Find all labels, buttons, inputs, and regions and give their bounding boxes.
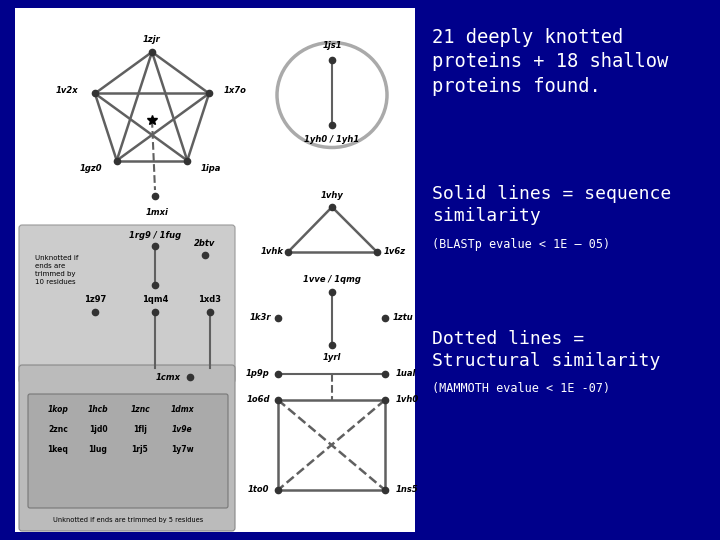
Text: 1v2x: 1v2x xyxy=(55,86,78,95)
FancyBboxPatch shape xyxy=(19,225,235,383)
Text: 1flj: 1flj xyxy=(133,426,147,435)
Text: 1kop: 1kop xyxy=(48,406,68,415)
Text: 1zjr: 1zjr xyxy=(143,36,161,44)
Text: 1mxi: 1mxi xyxy=(145,208,168,217)
FancyBboxPatch shape xyxy=(19,365,235,531)
Text: 1ns5: 1ns5 xyxy=(395,485,418,495)
Text: 1vh0: 1vh0 xyxy=(395,395,418,404)
Text: 1yh0 / 1yh1: 1yh0 / 1yh1 xyxy=(305,134,359,144)
Text: 2btv: 2btv xyxy=(194,239,216,247)
Text: 1znc: 1znc xyxy=(130,406,150,415)
Text: 21 deeply knotted
proteins + 18 shallow
proteins found.: 21 deeply knotted proteins + 18 shallow … xyxy=(432,28,668,96)
Text: 1keq: 1keq xyxy=(48,446,68,455)
Text: 1js1: 1js1 xyxy=(322,42,342,51)
Text: (BLASTp evalue < 1E – 05): (BLASTp evalue < 1E – 05) xyxy=(432,238,610,251)
Text: 1o6d: 1o6d xyxy=(246,395,270,404)
Text: Unknotted if ends are trimmed by 5 residues: Unknotted if ends are trimmed by 5 resid… xyxy=(53,517,203,523)
Text: 1x7o: 1x7o xyxy=(224,86,246,95)
Text: 1yrl: 1yrl xyxy=(323,353,341,361)
Text: 1dmx: 1dmx xyxy=(170,406,194,415)
Text: 1xd3: 1xd3 xyxy=(199,295,222,305)
Text: 1ztu: 1ztu xyxy=(392,314,413,322)
Text: 1jd0: 1jd0 xyxy=(89,426,107,435)
Text: 1qm4: 1qm4 xyxy=(142,295,168,305)
Text: 1to0: 1to0 xyxy=(247,485,269,495)
Text: (MAMMOTH evalue < 1E -07): (MAMMOTH evalue < 1E -07) xyxy=(432,382,610,395)
Text: 1ual: 1ual xyxy=(396,369,416,379)
Text: 2znc: 2znc xyxy=(48,426,68,435)
Text: 1ipa: 1ipa xyxy=(201,164,222,173)
Text: Dotted lines =
Structural similarity: Dotted lines = Structural similarity xyxy=(432,330,660,370)
Text: 1y7w: 1y7w xyxy=(171,446,193,455)
Text: 1vhk: 1vhk xyxy=(261,247,284,256)
Text: 1rj5: 1rj5 xyxy=(132,446,148,455)
Text: 1rg9 / 1fug: 1rg9 / 1fug xyxy=(129,232,181,240)
Text: 1gz0: 1gz0 xyxy=(79,164,102,173)
FancyBboxPatch shape xyxy=(15,8,415,532)
Text: 1vhy: 1vhy xyxy=(320,191,343,199)
Text: 1hcb: 1hcb xyxy=(88,406,108,415)
Text: Unknotted if
ends are
trimmed by
10 residues: Unknotted if ends are trimmed by 10 resi… xyxy=(35,255,78,285)
Text: Solid lines = sequence
similarity: Solid lines = sequence similarity xyxy=(432,185,671,225)
Text: 1p9p: 1p9p xyxy=(246,369,270,379)
FancyBboxPatch shape xyxy=(28,394,228,508)
Text: 1vve / 1qmg: 1vve / 1qmg xyxy=(303,275,361,285)
Text: 1k3r: 1k3r xyxy=(249,314,271,322)
Text: 1z97: 1z97 xyxy=(84,295,106,305)
Text: 1v9e: 1v9e xyxy=(171,426,192,435)
Text: 1lug: 1lug xyxy=(89,446,107,455)
Text: 1cmx: 1cmx xyxy=(156,373,181,381)
Text: 1v6z: 1v6z xyxy=(384,247,406,256)
